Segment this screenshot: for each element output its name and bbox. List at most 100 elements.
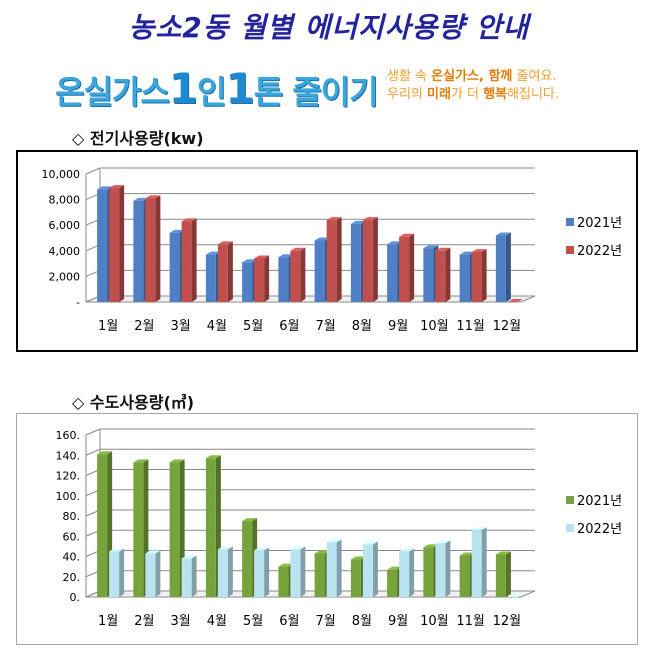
grid-side-line <box>85 448 101 456</box>
x-tick-label: 5월 <box>243 319 263 334</box>
bar <box>278 257 289 302</box>
electric-chart-svg: - 2,000 4,000 6,000 8,000 10,000 1월 2월 3월 4월 5월 6월 7… <box>16 150 638 352</box>
bar-top <box>254 547 270 551</box>
bar-top <box>362 541 378 545</box>
water-chart: 0. 20. 40. 60. 80. 100. 120. 140. 160. 1월 2월 3월 4월 5월… <box>16 413 638 645</box>
slogan-number-2: 1 <box>225 64 254 113</box>
bar-side <box>409 548 415 597</box>
bar <box>290 250 301 302</box>
bar <box>350 223 361 302</box>
bar-top <box>471 249 487 253</box>
bar <box>133 200 144 302</box>
bar-top <box>145 550 161 554</box>
campaign-banner: 온실가스1인1톤 줄이기 생활 속 온실가스, 함께 줄여요. 우리의 미래가 … <box>55 58 615 114</box>
bar-top <box>290 247 306 251</box>
bar <box>205 458 216 597</box>
bar-top <box>169 229 185 233</box>
bar-top <box>278 254 294 258</box>
tagline-text: 우리의 <box>387 87 428 102</box>
bar-top <box>109 548 125 552</box>
bar-top <box>387 566 403 570</box>
tagline-emphasis: 행복 <box>483 87 508 102</box>
tagline-text: 해집니다. <box>507 87 560 102</box>
x-tick-label: 11월 <box>456 614 485 629</box>
y-tick-label: 4,000 <box>49 245 81 258</box>
y-tick-label: 8,000 <box>49 194 81 207</box>
water-section-title: ◇ 수도사용량(㎥) <box>72 393 195 412</box>
bar-top <box>133 197 149 201</box>
x-tick-label: 3월 <box>171 319 191 334</box>
bar-top <box>97 451 113 455</box>
bar-side <box>264 547 270 597</box>
chart-frame <box>16 413 638 645</box>
x-tick-label: 4월 <box>207 614 227 629</box>
bar-top <box>399 548 415 552</box>
bar-top <box>362 217 378 221</box>
bar-top <box>254 255 270 259</box>
bar-top <box>399 233 415 237</box>
campaign-tagline: 생활 속 온실가스, 함께 줄여요. 우리의 미래가 더 행복해집니다. <box>387 68 559 104</box>
x-tick-label: 8월 <box>352 614 372 629</box>
bar <box>471 530 482 597</box>
y-tick-label: 10,000 <box>42 168 81 181</box>
bar-top <box>205 251 221 255</box>
tagline-line-1: 생활 속 온실가스, 함께 줄여요. <box>387 68 559 86</box>
x-tick-label: 3월 <box>171 614 191 629</box>
bar-top <box>507 594 523 597</box>
bar-side <box>336 539 342 597</box>
bar-side <box>264 255 270 302</box>
bar-top <box>423 544 439 548</box>
tagline-text: 생활 속 <box>387 69 432 84</box>
bar <box>399 236 410 302</box>
bar-top <box>459 251 475 255</box>
bar-side <box>155 550 161 597</box>
bar <box>97 189 108 302</box>
bar-top <box>109 185 125 189</box>
bar-side <box>227 241 233 302</box>
y-tick-label: 0. <box>70 591 81 604</box>
bar-side <box>336 217 342 302</box>
slogan-prefix: 온실가스 <box>55 73 170 111</box>
bar-top <box>181 555 197 559</box>
x-tick-label: 6월 <box>279 319 299 334</box>
legend-label: 2021년 <box>577 494 622 509</box>
electric-section-title: ◇ 전기사용량(kw) <box>72 129 204 148</box>
x-tick-label: 10월 <box>420 319 449 334</box>
bar <box>254 550 265 597</box>
slogan-mid: 인 <box>197 73 226 111</box>
page-title: 농소2동 월별 에너지사용량 안내 <box>128 11 530 44</box>
bar-top <box>507 299 523 302</box>
bar-top <box>97 186 113 190</box>
bar <box>169 232 180 302</box>
y-tick-label: 20. <box>63 571 81 584</box>
tagline-line-2: 우리의 미래가 더 행복해집니다. <box>387 86 559 104</box>
bar <box>362 220 373 302</box>
bar-top <box>145 195 161 199</box>
legend-swatch <box>566 496 574 504</box>
legend-swatch <box>566 524 574 532</box>
bar <box>254 258 265 302</box>
x-tick-label: 10월 <box>420 614 449 629</box>
x-tick-label: 2월 <box>134 614 154 629</box>
grid-side-line <box>85 167 101 175</box>
y-tick-label: 6,000 <box>49 219 81 232</box>
bar <box>387 244 398 302</box>
x-tick-label: 4월 <box>207 319 227 334</box>
bar-top <box>242 518 258 522</box>
x-tick-label: 6월 <box>279 614 299 629</box>
bar <box>326 542 337 597</box>
tagline-text: 가 더 <box>450 87 484 102</box>
bar-top <box>435 540 451 544</box>
bar-side <box>300 546 306 597</box>
bar <box>145 553 156 597</box>
bar-side <box>227 546 233 597</box>
bar-top <box>314 237 330 241</box>
x-tick-label: 9월 <box>388 614 408 629</box>
slogan-suffix: 톤 줄이기 <box>253 73 379 111</box>
x-tick-label: 8월 <box>352 319 372 334</box>
bar <box>362 544 373 597</box>
bar-top <box>314 550 330 554</box>
y-tick-label: 80. <box>63 510 81 523</box>
bar <box>145 198 156 302</box>
bar <box>278 566 289 597</box>
